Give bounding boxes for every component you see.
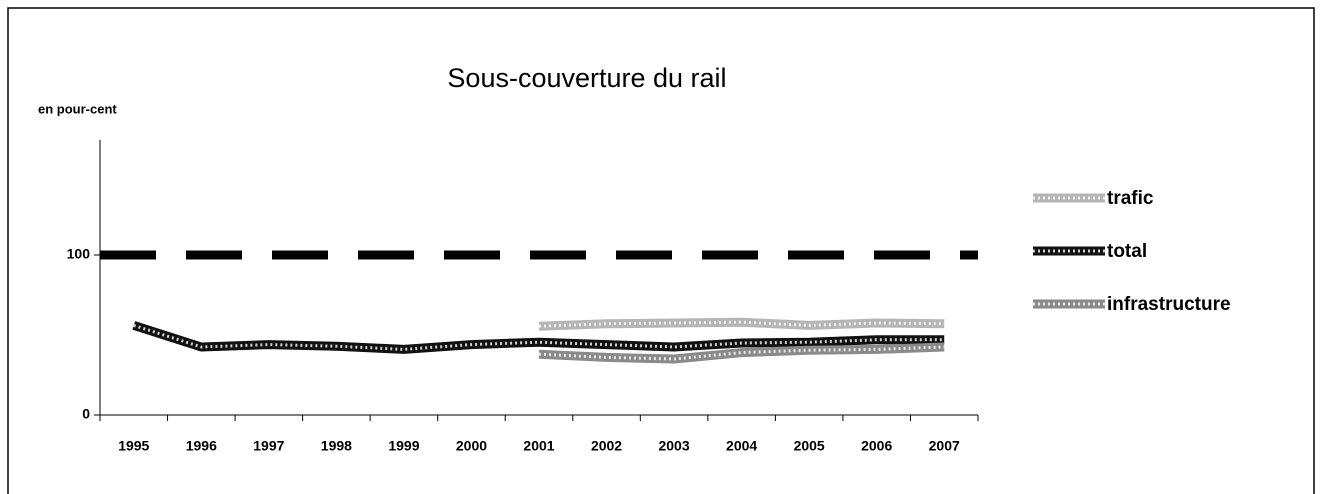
legend-label: trafic [1107, 188, 1154, 209]
x-tick-label: 1996 [186, 438, 217, 454]
x-tick-label: 2006 [861, 438, 892, 454]
x-tick-label: 2000 [456, 438, 487, 454]
y-tick-label: 100 [67, 246, 91, 262]
x-tick-label: 2005 [794, 438, 825, 454]
series-line [132, 321, 945, 354]
series-line [538, 342, 945, 364]
x-tick-label: 2007 [929, 438, 960, 454]
frame [7, 7, 1315, 494]
x-tick-label: 2004 [726, 438, 757, 454]
x-tick-label: 1995 [118, 438, 149, 454]
legend-label: infrastructure [1107, 294, 1231, 315]
y-axis-label: en pour-cent [38, 101, 117, 116]
y-tick-label: 0 [82, 406, 90, 422]
x-tick-label: 2003 [658, 438, 689, 454]
series-line [538, 317, 945, 331]
x-tick-label: 2002 [591, 438, 622, 454]
chart-title: Sous-couverture du rail [447, 63, 726, 93]
legend-label: total [1107, 241, 1147, 262]
x-tick-label: 1999 [388, 438, 419, 454]
x-tick-label: 1998 [321, 438, 352, 454]
x-tick-label: 1997 [253, 438, 284, 454]
x-tick-label: 2001 [523, 438, 554, 454]
